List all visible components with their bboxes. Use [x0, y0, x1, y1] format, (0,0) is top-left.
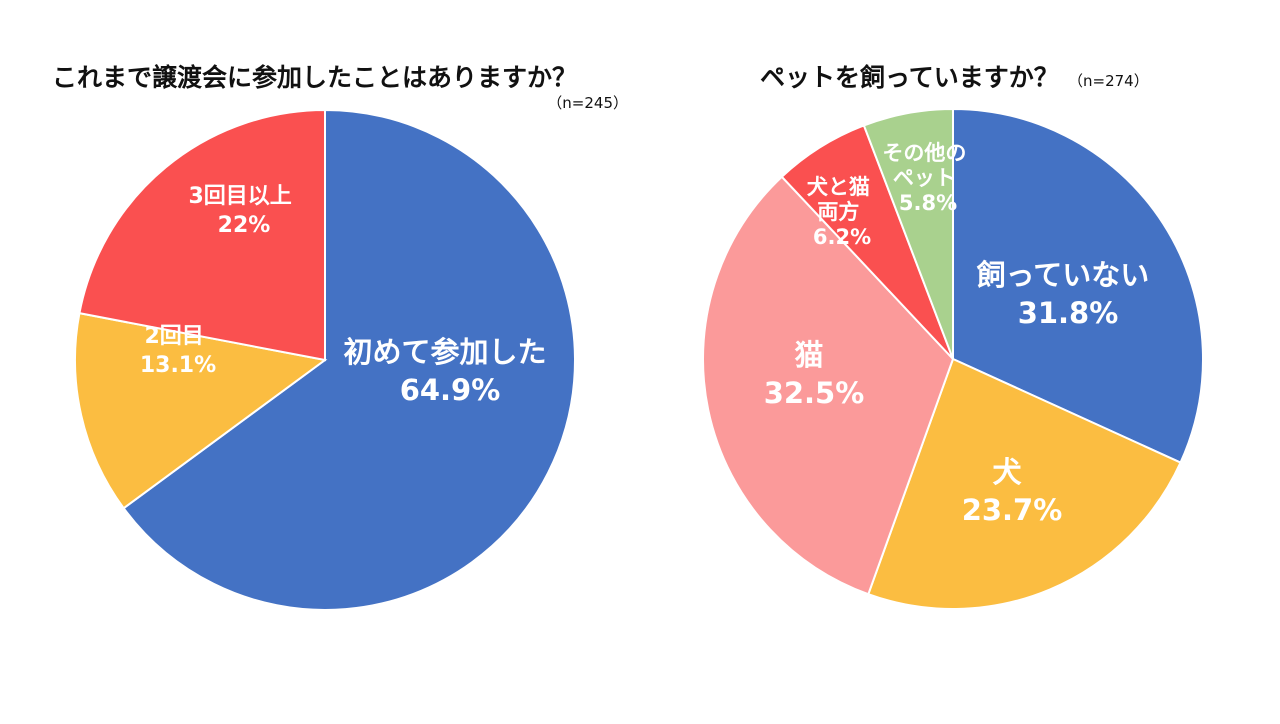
chart-1-slice-label-second-time: 2回目 13.1% [140, 324, 216, 378]
chart-2-title: ペットを飼っていますか？ [760, 63, 1059, 92]
chart-2-slice-label-cat: 猫 32.5% [764, 338, 865, 410]
chart-1-slice-label-three-or-more: 3回目以上 22% [189, 184, 300, 238]
chart-1-title: これまで譲渡会に参加したことはありますか？ [52, 63, 577, 92]
chart-2-slices [702, 107, 1204, 610]
chart-1-adoption-event: これまで譲渡会に参加したことはありますか？ （n=245） 初めて参加した 64… [52, 63, 628, 611]
chart-2-slice-4 [862, 107, 954, 360]
chart-2-slice-label-none: 飼っていない 31.8% [977, 258, 1160, 330]
chart-1-slice-2 [78, 108, 326, 362]
chart-2-slice-0 [952, 107, 1204, 464]
chart-1-sample-size: （n=245） [547, 94, 628, 112]
chart-1-slices [74, 108, 576, 611]
chart-2-pet-ownership: ペットを飼っていますか？ （n=274） 飼っていない 31.8% 犬 23.7… [702, 63, 1204, 610]
chart-1-slice-1 [74, 311, 328, 510]
chart-2-slice-2 [702, 175, 955, 596]
chart-2-slice-label-other-pets: その他の ペット 5.8% [882, 141, 973, 215]
chart-2-slice-label-dog: 犬 23.7% [962, 455, 1063, 527]
chart-1-slice-0 [122, 108, 576, 611]
chart-1-slice-label-first-time: 初めて参加した 64.9% [343, 335, 556, 407]
chart-2-slice-1 [867, 357, 1182, 610]
chart-2-sample-size: （n=274） [1068, 72, 1149, 90]
chart-2-slice-label-dog-and-cat: 犬と猫 両方 6.2% [807, 175, 877, 249]
